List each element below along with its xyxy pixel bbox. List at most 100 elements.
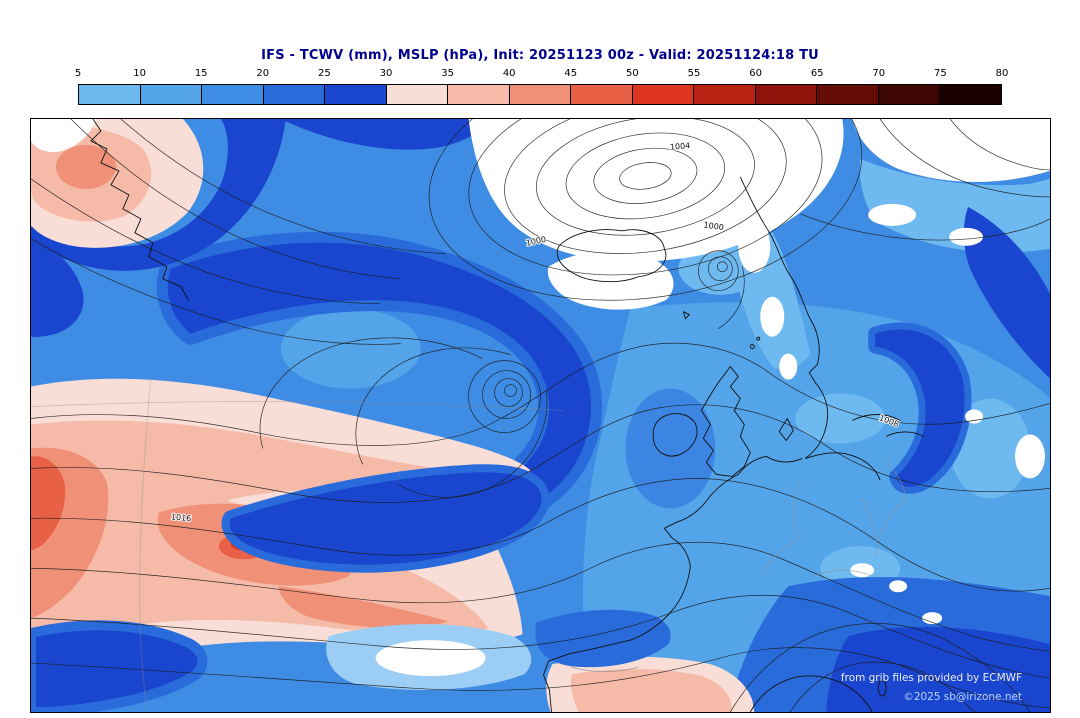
map-shape (556, 229, 667, 283)
country-borders (31, 376, 907, 712)
colorbar-segment (878, 85, 941, 104)
credit-copyright: ©2025 sb@irizone.net (903, 691, 1022, 703)
map-shape (468, 119, 823, 276)
map-shape (682, 311, 690, 320)
map-shape (504, 384, 517, 397)
map-credits: from grib files provided by ECMWF ©2025 … (841, 672, 1022, 703)
map-shape (760, 296, 785, 337)
map-shape (761, 537, 799, 577)
colorbar-segment (632, 85, 695, 104)
map-shape (779, 353, 798, 380)
map-shape (428, 119, 863, 301)
map-shape (619, 162, 672, 190)
colorbar-segment (571, 85, 633, 104)
map-shape (697, 250, 739, 292)
map-shape (652, 413, 698, 457)
map-shape (881, 458, 907, 501)
map-shape (31, 119, 286, 271)
tcwv-white-low-regions (31, 119, 1050, 691)
map-shape (139, 376, 152, 712)
tcwv-dark-blue-bands (31, 119, 1050, 712)
coastlines (90, 119, 925, 712)
colorbar-segment (79, 85, 141, 104)
mslp-contours (31, 119, 1050, 712)
map-shape (547, 251, 674, 310)
map-shape (31, 119, 97, 153)
map-shape (398, 390, 548, 498)
map-shape (949, 227, 984, 246)
map-shape (889, 580, 908, 593)
colorbar-tick-label: 15 (194, 68, 208, 79)
map-shape (793, 480, 801, 539)
map-shape (31, 178, 381, 305)
map-shape (716, 261, 728, 273)
map-shape (700, 366, 751, 477)
map-shape (90, 119, 190, 301)
map-shape (852, 119, 1050, 182)
map-shape (31, 404, 1050, 503)
map-shape (718, 266, 745, 329)
map-shape (167, 242, 592, 514)
map-shape (31, 401, 563, 411)
map-shape (280, 308, 421, 389)
map-shape (826, 626, 1050, 712)
map-shape (739, 176, 829, 459)
colorbar-segment (325, 85, 387, 104)
map-frame: 1000 1000 1004 1008 1016 from grib files… (30, 118, 1051, 713)
map-shape (738, 220, 771, 273)
colorbar-segment (140, 85, 203, 104)
map-shape (749, 675, 873, 712)
map-shape (879, 119, 1050, 198)
contour-label: 1016 (171, 512, 192, 523)
map-shape (31, 238, 401, 345)
colorbar-tick-label: 40 (502, 68, 516, 79)
colorbar-segment (940, 85, 1001, 104)
map-shape (749, 344, 755, 350)
colorbar-tick-label: 20 (256, 68, 270, 79)
map-shape (950, 398, 1031, 499)
colorbar-segment (202, 85, 264, 104)
map-shape (31, 542, 1050, 652)
colorbar-tick-label: 10 (133, 68, 146, 79)
map-shape (778, 418, 794, 441)
colorbar-segment (755, 85, 818, 104)
colorbar-segment (448, 85, 510, 104)
colorbar-tick-label: 55 (687, 68, 701, 79)
map-shape (70, 119, 401, 280)
colorbar-tick-label: 5 (74, 68, 82, 79)
map-shape (55, 144, 116, 189)
map-shape (851, 414, 901, 421)
colorbar-tick-label: 80 (995, 68, 1009, 79)
credit-ecmwf: from grib files provided by ECMWF (841, 672, 1022, 684)
map-shape (504, 119, 787, 254)
map-shape (375, 640, 486, 677)
colorbar-tick-label: 75 (934, 68, 947, 79)
colorbar-tick-row: 5 10 15 20 25 30 35 40 45 50 55 60 65 70 75 80 (74, 68, 1009, 81)
contour-label: 1004 (670, 141, 691, 152)
map-shape (875, 329, 965, 487)
chart-title: IFS - TCWV (mm), MSLP (hPa), Init: 20251… (261, 48, 819, 63)
map-shape (1015, 434, 1046, 479)
colorbar-scale (78, 84, 1002, 105)
map-shape (31, 119, 1050, 677)
map-shape (280, 119, 491, 150)
map-shape (756, 336, 761, 341)
map-shape (800, 213, 1050, 241)
map-shape (278, 586, 449, 628)
map-shape (570, 666, 639, 672)
map-shape (707, 256, 733, 282)
map-shape (355, 347, 511, 465)
colorbar-tick-label: 65 (810, 68, 824, 79)
map-shape (795, 393, 886, 444)
map-shape (570, 668, 733, 712)
map-shape (31, 234, 84, 337)
colorbar-segment (386, 85, 449, 104)
map-shape (593, 147, 698, 204)
map-shape (543, 455, 803, 712)
map-shape (730, 623, 1031, 712)
colorbar-tick-label: 60 (749, 68, 762, 79)
map-shape (31, 647, 1050, 709)
colorbar-segment (817, 85, 879, 104)
map-shape (31, 342, 1050, 446)
